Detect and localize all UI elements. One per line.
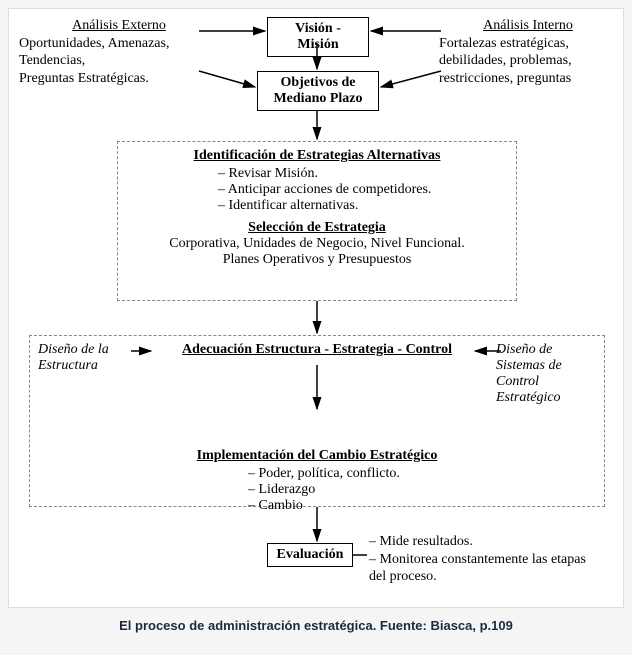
interno-head: Análisis Interno — [439, 17, 617, 35]
sel-l1: Corporativa, Unidades de Negocio, Nivel … — [128, 236, 506, 252]
diseno-estructura: Diseño de la Estructura — [38, 342, 138, 374]
objetivos-l1: Objetivos de — [280, 75, 355, 90]
impl-item: Cambio — [248, 498, 498, 514]
objetivos-l2: Mediano Plazo — [273, 91, 362, 106]
impl-list: Poder, política, conflicto. Liderazgo Ca… — [248, 466, 498, 514]
impl-item: Poder, política, conflicto. — [248, 466, 498, 482]
diseno-control: Diseño de Sistemas de Control Estratégic… — [496, 342, 596, 406]
externo-head: Análisis Externo — [19, 17, 219, 35]
node-interno: Análisis Interno Fortalezas estratégicas… — [439, 17, 617, 87]
sel-l2: Planes Operativos y Presupuestos — [128, 252, 506, 268]
adecuacion-head: Adecuación Estructura - Estrategia - Con… — [138, 342, 496, 358]
eval-notes: Mide resultados. Monitorea constantement… — [369, 533, 589, 586]
sel-head: Selección de Estrategia — [128, 220, 506, 236]
impl-head: Implementación del Cambio Estratégico — [38, 448, 596, 464]
externo-body: Oportunidades, Amenazas, Tendencias, Pre… — [19, 35, 219, 88]
figure-caption: El proceso de administración estratégica… — [8, 618, 624, 633]
node-externo: Análisis Externo Oportunidades, Amenazas… — [19, 17, 219, 87]
node-ident-box: Identificación de Estrategias Alternativ… — [117, 141, 517, 301]
node-objetivos: Objetivos de Mediano Plazo — [257, 71, 379, 111]
ident-item: Anticipar acciones de competidores. — [218, 182, 478, 198]
eval-item: Mide resultados. — [369, 533, 589, 551]
vision-label: Visión - Misión — [295, 21, 341, 52]
ident-item: Identificar alternativas. — [218, 198, 478, 214]
ident-list: Revisar Misión. Anticipar acciones de co… — [218, 166, 478, 214]
ident-head: Identificación de Estrategias Alternativ… — [128, 148, 506, 164]
node-adec-box: Diseño de la Estructura Adecuación Estru… — [29, 335, 605, 507]
eval-label: Evaluación — [277, 547, 344, 562]
eval-item: Monitorea constantemente las etapas del … — [369, 551, 589, 586]
interno-body: Fortalezas estratégicas, debilidades, pr… — [439, 35, 617, 88]
node-vision: Visión - Misión — [267, 17, 369, 57]
ident-item: Revisar Misión. — [218, 166, 478, 182]
impl-item: Liderazgo — [248, 482, 498, 498]
node-eval: Evaluación — [267, 543, 353, 567]
diagram-frame: Visión - Misión Objetivos de Mediano Pla… — [8, 8, 624, 608]
